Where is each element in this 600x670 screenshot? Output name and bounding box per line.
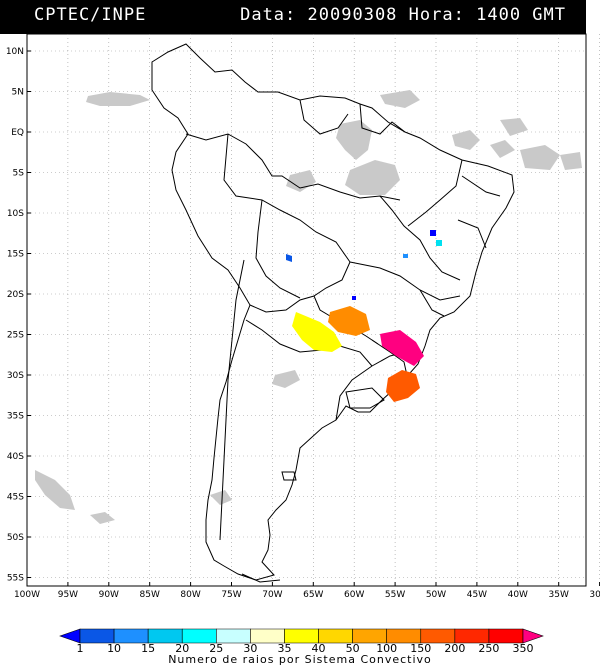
colorbar-value-label: 15 [141, 642, 155, 655]
colorbar-value-label: 30 [243, 642, 257, 655]
lat-tick-label: 45S [7, 493, 24, 503]
lon-tick-label: 50W [426, 590, 446, 600]
colorbar-value-label: 25 [209, 642, 223, 655]
lon-tick-label: 80W [180, 590, 200, 600]
lon-tick-label: 90W [99, 590, 119, 600]
lat-tick-label: EQ [11, 128, 24, 138]
colorbar-swatch [181, 628, 217, 644]
colorbar-value-label: 250 [478, 642, 499, 655]
lat-tick-label: 15S [7, 250, 24, 260]
lat-tick-label: 20S [7, 290, 24, 300]
map-frame [26, 33, 587, 587]
cluster-magenta [380, 330, 424, 366]
colorbar-swatch [147, 628, 183, 644]
cluster-orange-north [328, 306, 370, 336]
lat-tick-label: 30S [7, 371, 24, 381]
colorbar: 1 10 15 20 25 30 35 40 50 100 150 200 250 350 [59, 628, 544, 655]
colorbar-value-label: 150 [410, 642, 431, 655]
lon-tick-label: 35W [549, 590, 569, 600]
lat-tick-label: 10N [6, 47, 24, 57]
lon-tick-label: 60W [344, 590, 364, 600]
cluster-blue-4 [352, 296, 356, 300]
cluster-orange-south [386, 370, 420, 402]
cluster-blue-1 [286, 254, 292, 262]
map-header: CPTEC/INPE Data: 20090308 Hora: 1400 GMT [0, 0, 586, 34]
colorbar-swatch [113, 628, 149, 644]
lon-tick-label: 55W [385, 590, 405, 600]
colorbar-swatch [59, 628, 81, 644]
lat-tick-label: 10S [7, 209, 24, 219]
lon-tick-label: 30W [589, 590, 600, 600]
colorbar-swatch [454, 628, 490, 644]
colorbar-swatch [386, 628, 422, 644]
colorbar-swatch [318, 628, 353, 644]
lat-tick-label: 35S [7, 412, 24, 422]
lon-tick-label: 65W [303, 590, 323, 600]
lat-tick-label: 25S [7, 331, 24, 341]
hora-label: Hora: [408, 5, 465, 25]
cluster-blue-3 [403, 254, 408, 258]
lat-tick-label: 40S [7, 452, 24, 462]
colorbar-swatch [420, 628, 456, 644]
colorbar-value-label: 35 [277, 642, 291, 655]
colorbar-label: Numero de raios por Sistema Convectivo [168, 653, 432, 666]
organization-title: CPTEC/INPE [34, 5, 147, 25]
colorbar-swatch [352, 628, 387, 644]
colorbar-swatch [284, 628, 319, 644]
time-value: 1400 GMT [476, 5, 566, 25]
colorbar-swatch [522, 628, 544, 644]
lon-tick-label: 75W [221, 590, 241, 600]
lon-tick-label: 95W [58, 590, 78, 600]
cluster-cyan [436, 240, 442, 246]
colorbar-value-label: 10 [107, 642, 121, 655]
colorbar-value-label: 200 [444, 642, 465, 655]
colorbar-swatch [488, 628, 524, 644]
colorbar-swatch [216, 628, 251, 644]
lon-tick-label: 70W [262, 590, 282, 600]
lon-tick-label: 40W [508, 590, 528, 600]
lat-tick-label: 50S [7, 533, 24, 543]
lat-tick-label: 55S [7, 574, 24, 584]
colorbar-swatch [250, 628, 285, 644]
datetime-stamp: Data: 20090308 Hora: 1400 GMT [240, 5, 566, 25]
colorbar-value-label: 50 [346, 642, 360, 655]
cluster-yellow [292, 312, 342, 352]
continent-outline [151, 43, 515, 583]
colorbar-value-label: 20 [175, 642, 189, 655]
colorbar-value-label: 350 [513, 642, 534, 655]
colorbar-swatch [79, 628, 115, 644]
lon-tick-label: 100W [14, 590, 40, 600]
lon-tick-label: 45W [467, 590, 487, 600]
date-value: 20090308 [307, 5, 398, 25]
lat-tick-label: 5N [12, 88, 24, 98]
colorbar-value-label: 40 [312, 642, 326, 655]
cloud-areas [35, 90, 582, 524]
colorbar-value-label: 1 [77, 642, 84, 655]
colorbar-value-label: 100 [376, 642, 397, 655]
data-label: Data: [240, 5, 297, 25]
lon-tick-label: 85W [140, 590, 160, 600]
lightning-clusters [286, 230, 442, 402]
cluster-blue-2 [430, 230, 436, 236]
lat-tick-label: 5S [13, 169, 25, 179]
